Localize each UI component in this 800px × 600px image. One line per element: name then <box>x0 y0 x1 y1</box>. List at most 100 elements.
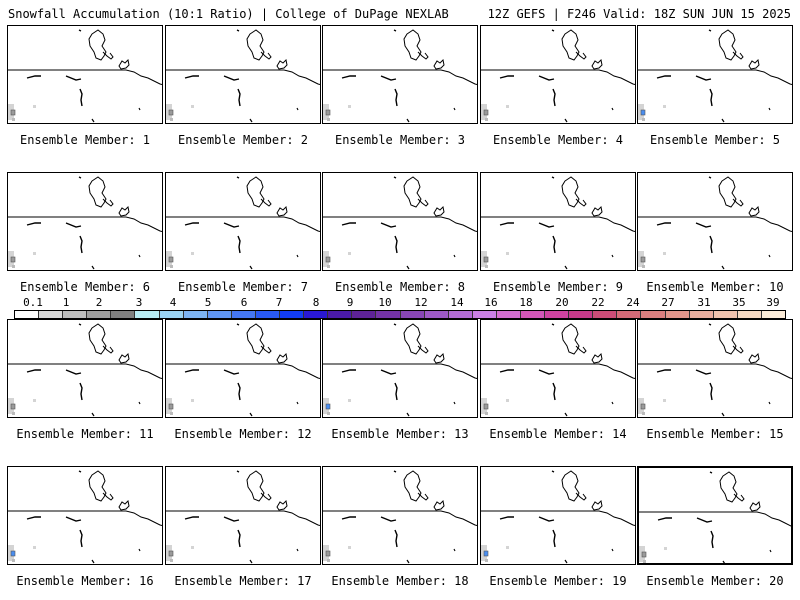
colorbar-swatch <box>87 311 112 318</box>
snowfall-shading <box>323 104 351 121</box>
map-outline <box>8 470 162 564</box>
ensemble-member-caption: Ensemble Member: 17 <box>174 574 312 588</box>
colorbar-tick-label: 35 <box>732 296 746 309</box>
colorbar-tick-label: 2 <box>95 296 103 309</box>
ensemble-member-caption: Ensemble Member: 1 <box>19 133 151 147</box>
snowfall-shading <box>323 545 351 562</box>
snowfall-shading <box>166 104 194 121</box>
colorbar-swatch <box>231 311 256 318</box>
colorbar-swatch <box>328 311 353 318</box>
snowfall-shading <box>166 545 194 562</box>
ensemble-map-panel <box>322 25 478 124</box>
map-outline <box>323 29 477 123</box>
colorbar-tick-label: 1 <box>62 296 70 309</box>
colorbar-swatch <box>400 311 425 318</box>
colorbar-swatch <box>15 311 40 318</box>
colorbar-swatch <box>520 311 546 318</box>
map-outline <box>8 176 162 270</box>
colorbar-swatch <box>569 311 594 318</box>
map-outline <box>166 176 320 270</box>
colorbar-swatch <box>617 311 642 318</box>
ensemble-member-caption: Ensemble Member: 19 <box>489 574 627 588</box>
ensemble-map-panel <box>165 25 321 124</box>
snowfall-shading <box>166 398 194 415</box>
ensemble-member-caption: Ensemble Member: 18 <box>331 574 469 588</box>
ensemble-map-panel <box>480 25 636 124</box>
snowfall-shading <box>638 104 666 121</box>
ensemble-member-caption: Ensemble Member: 13 <box>331 427 469 441</box>
colorbar-labels: 0.1 1 2 3 4 5 6 7 8 9 10 12 14 16 18 20 22 24 27 31 35 39 <box>8 296 788 310</box>
ensemble-map-panel <box>165 172 321 271</box>
map-outline <box>481 176 635 270</box>
colorbar-swatch <box>135 311 160 318</box>
colorbar-swatch <box>39 311 64 318</box>
ensemble-map-panel <box>7 319 163 418</box>
colorbar-tick-label: 31 <box>697 296 711 309</box>
colorbar-swatch <box>496 311 521 318</box>
colorbar-tick-label: 22 <box>591 296 605 309</box>
snowfall-shading <box>323 251 351 268</box>
ensemble-map-panel <box>7 25 163 124</box>
colorbar-swatch <box>761 311 785 318</box>
colorbar-tick-label: 24 <box>626 296 640 309</box>
ensemble-map-panel <box>7 172 163 271</box>
model-run-info: 12Z GEFS | F246 Valid: 18Z SUN JUN 15 20… <box>487 7 791 21</box>
colorbar-swatch <box>255 311 281 318</box>
ensemble-member-caption: Ensemble Member: 11 <box>16 427 154 441</box>
map-outline <box>639 471 791 563</box>
map-outline <box>638 29 792 123</box>
colorbar-swatch <box>280 311 305 318</box>
map-outline <box>481 323 635 417</box>
colorbar-tick-label: 4 <box>169 296 177 309</box>
colorbar-swatch <box>183 311 208 318</box>
ensemble-member-caption: Ensemble Member: 9 <box>492 280 624 294</box>
ensemble-member-caption: Ensemble Member: 12 <box>174 427 312 441</box>
colorbar-swatch <box>376 311 401 318</box>
colorbar-swatch <box>207 311 232 318</box>
ensemble-member-caption: Ensemble Member: 2 <box>177 133 309 147</box>
colorbar-tick-label: 3 <box>135 296 143 309</box>
map-outline <box>638 176 792 270</box>
ensemble-map-panel <box>637 466 793 565</box>
colorbar-swatch <box>665 311 690 318</box>
colorbar-tick-label: 0.1 <box>23 296 43 309</box>
ensemble-map-panel <box>637 172 793 271</box>
ensemble-member-caption: Ensemble Member: 15 <box>646 427 784 441</box>
colorbar-swatch <box>352 311 377 318</box>
colorbar-swatch <box>111 311 136 318</box>
snowfall-shading <box>8 545 36 562</box>
colorbar-swatch <box>448 311 473 318</box>
colorbar-swatch <box>737 311 762 318</box>
map-outline <box>8 29 162 123</box>
colorbar-swatch <box>689 311 714 318</box>
colorbar-tick-label: 9 <box>346 296 354 309</box>
map-outline <box>8 323 162 417</box>
ensemble-map-panel <box>165 319 321 418</box>
ensemble-member-caption: Ensemble Member: 14 <box>489 427 627 441</box>
ensemble-member-caption: Ensemble Member: 7 <box>177 280 309 294</box>
map-outline <box>166 470 320 564</box>
ensemble-member-caption: Ensemble Member: 5 <box>649 133 781 147</box>
ensemble-map-panel <box>322 319 478 418</box>
colorbar-tick-label: 5 <box>204 296 212 309</box>
colorbar-swatch <box>713 311 738 318</box>
snowfall-shading <box>481 398 509 415</box>
snowfall-shading <box>8 104 36 121</box>
ensemble-map-panel <box>480 172 636 271</box>
ensemble-member-caption: Ensemble Member: 6 <box>19 280 151 294</box>
colorbar-tick-label: 14 <box>450 296 464 309</box>
ensemble-map-panel <box>480 319 636 418</box>
ensemble-member-caption: Ensemble Member: 8 <box>334 280 466 294</box>
colorbar-tick-label: 27 <box>661 296 675 309</box>
colorbar-swatch <box>63 311 88 318</box>
snowfall-shading <box>166 251 194 268</box>
ensemble-map-panel <box>165 466 321 565</box>
snowfall-colorbar <box>14 310 786 319</box>
map-outline <box>323 323 477 417</box>
snowfall-shading <box>8 398 36 415</box>
colorbar-swatch <box>159 311 184 318</box>
ensemble-map-panel <box>480 466 636 565</box>
map-outline <box>166 323 320 417</box>
colorbar-tick-label: 6 <box>240 296 248 309</box>
ensemble-member-caption: Ensemble Member: 16 <box>16 574 154 588</box>
